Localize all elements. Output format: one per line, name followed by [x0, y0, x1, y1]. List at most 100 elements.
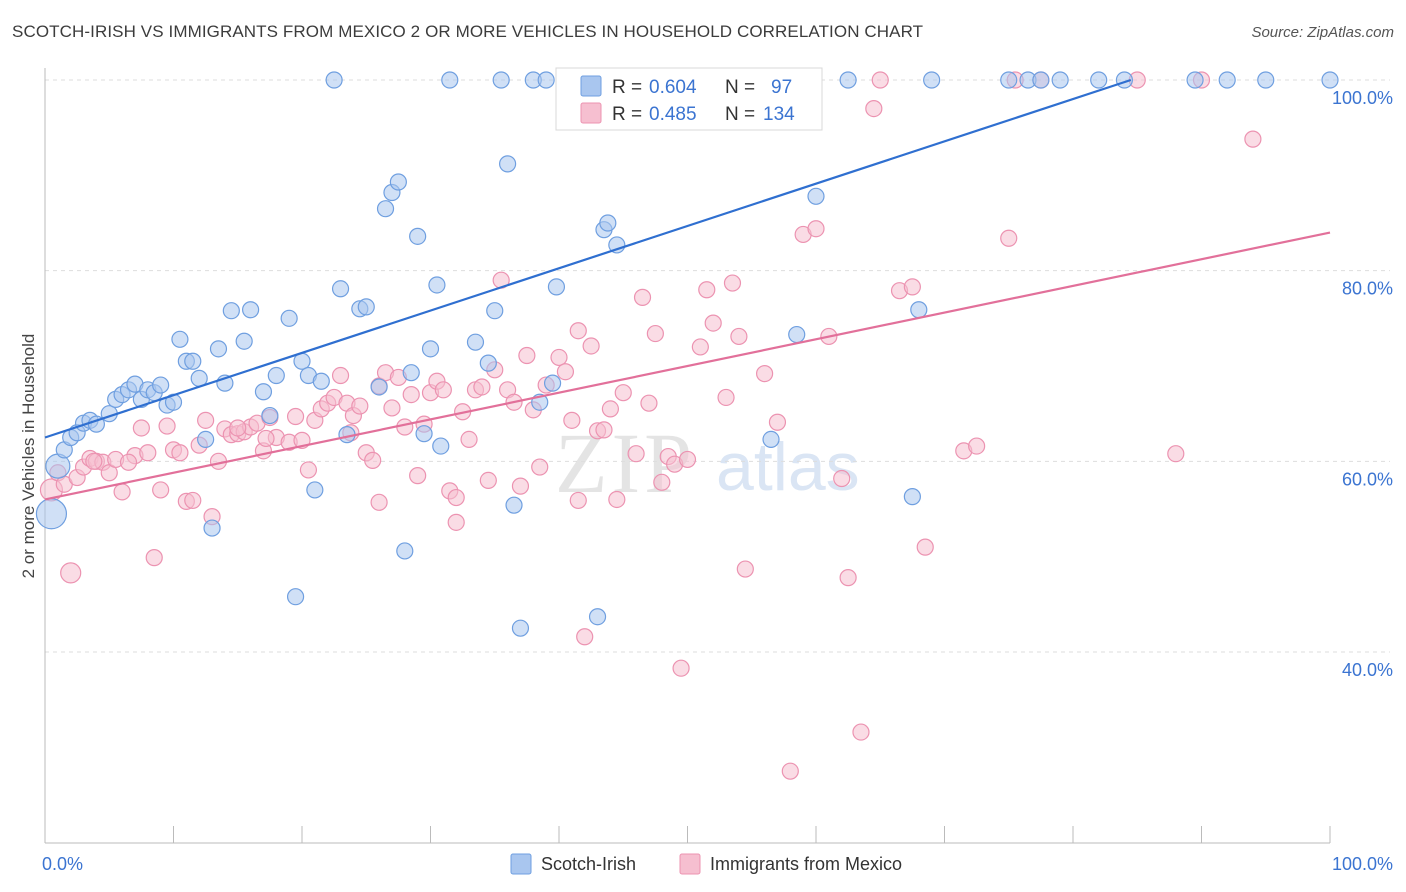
data-point: [119, 453, 138, 471]
y-tick-labels: 40.0% 60.0% 80.0% 100.0%: [1332, 88, 1393, 680]
data-point: [286, 407, 305, 426]
data-point: [569, 322, 587, 340]
y-tick-label: 40.0%: [1342, 660, 1393, 680]
data-point: [499, 155, 517, 173]
data-point: [531, 458, 549, 476]
data-point: [550, 348, 568, 367]
data-point: [691, 338, 709, 356]
data-point: [736, 560, 754, 578]
data-point: [916, 538, 934, 556]
data-point: [839, 71, 857, 89]
data-point: [768, 413, 787, 431]
data-point: [486, 302, 504, 320]
legend-swatch-scotch-irish: [580, 75, 602, 97]
data-point: [235, 332, 253, 350]
data-point: [595, 421, 613, 439]
data-point: [633, 288, 652, 306]
y-tick-label: 80.0%: [1342, 279, 1393, 299]
data-point: [242, 301, 260, 319]
data-point: [184, 352, 202, 370]
legend-r-value-1: 0.604: [649, 77, 697, 98]
gridlines: [45, 79, 1390, 653]
data-point: [152, 481, 170, 499]
data-point: [383, 399, 401, 417]
data-point: [409, 227, 427, 245]
data-point: [473, 378, 491, 396]
data-point: [781, 762, 799, 780]
data-point: [910, 301, 928, 319]
data-point: [409, 467, 427, 485]
series-legend-swatch-scotch-irish: [510, 853, 532, 875]
data-point: [132, 419, 150, 437]
data-point: [903, 488, 921, 506]
data-point: [788, 325, 806, 344]
data-point: [299, 461, 318, 479]
data-point: [582, 337, 600, 355]
data-point: [518, 346, 536, 365]
data-point: [627, 445, 645, 463]
watermark-atlas: atlas: [716, 429, 860, 505]
data-point: [421, 340, 440, 358]
data-point: [364, 451, 382, 469]
trend-line-scotch-irish: [44, 78, 1132, 439]
data-point: [479, 471, 497, 489]
data-point: [396, 542, 414, 560]
series-legend-swatch-immigrants-from-mexico: [679, 853, 701, 875]
data-point: [968, 437, 986, 455]
data-point: [331, 366, 350, 385]
data-point: [267, 366, 285, 385]
data-point: [60, 562, 82, 584]
data-point: [389, 173, 407, 191]
data-point: [556, 363, 575, 381]
data-point: [35, 498, 68, 530]
data-point: [280, 309, 298, 327]
data-point: [723, 274, 742, 292]
data-point: [923, 71, 941, 89]
data-point: [197, 430, 215, 449]
data-point: [434, 381, 452, 399]
data-point: [113, 483, 131, 501]
data-point: [1051, 71, 1069, 89]
data-point: [608, 490, 626, 509]
data-point: [460, 430, 478, 449]
data-point: [370, 378, 388, 396]
data-point: [261, 406, 279, 425]
x-tick-label-start: 0.0%: [42, 854, 83, 874]
data-point: [865, 99, 883, 118]
data-point: [640, 394, 658, 412]
data-point: [903, 278, 921, 296]
data-point: [376, 200, 395, 218]
data-point: [1090, 71, 1108, 89]
data-point: [222, 302, 240, 320]
data-point: [171, 330, 189, 348]
data-point: [563, 411, 581, 429]
legend-n-value-1: 97: [771, 77, 792, 98]
data-point: [402, 364, 420, 382]
data-point: [197, 411, 215, 429]
data-point: [599, 214, 617, 232]
data-point: [415, 425, 433, 443]
data-point: [511, 619, 530, 637]
data-point: [139, 444, 157, 462]
data-point: [1321, 71, 1339, 89]
y-tick-label: 100.0%: [1332, 88, 1393, 108]
data-point: [646, 324, 664, 343]
data-point: [839, 569, 857, 587]
data-point: [678, 450, 697, 469]
legend-n-value-2: 134: [763, 104, 795, 125]
data-point: [306, 481, 324, 499]
data-point: [511, 477, 530, 495]
data-point: [286, 588, 305, 606]
data-point: [331, 280, 350, 298]
data-point: [479, 354, 497, 372]
data-point: [254, 383, 273, 401]
x-tick-label-end: 100.0%: [1332, 854, 1393, 874]
data-point: [1032, 71, 1050, 89]
series-scotch-irish-points: [35, 71, 1339, 637]
chart-title: SCOTCH-IRISH VS IMMIGRANTS FROM MEXICO 2…: [12, 22, 924, 41]
data-point: [755, 365, 774, 383]
data-point: [717, 388, 735, 407]
data-point: [492, 71, 510, 89]
data-point: [428, 276, 446, 294]
